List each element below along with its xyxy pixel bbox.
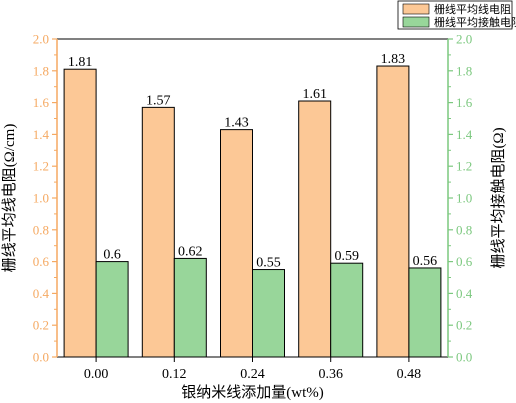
legend-swatch-line-resistance: [402, 3, 430, 15]
left-tick-label-3: 0.6: [33, 254, 50, 269]
right-tick-label-1: 0.2: [456, 318, 472, 333]
right-tick-label-0: 0.0: [456, 350, 472, 365]
data-label-line-resistance-1: 1.57: [146, 93, 171, 108]
right-tick-label-2: 0.4: [456, 286, 473, 301]
right-tick-label-8: 1.6: [456, 95, 473, 110]
data-label-contact-resistance-4: 0.56: [413, 254, 438, 269]
right-axis: 0.0 0.2 0.4 0.6 0.8 1.0 1.2 1.4 1.6 1.8 2.0: [447, 32, 473, 365]
right-tick-label-3: 0.6: [456, 254, 473, 269]
x-tick-label-3: 0.36: [318, 367, 343, 382]
data-label-line-resistance-2: 1.43: [224, 116, 249, 131]
right-tick-label-7: 1.4: [456, 127, 473, 142]
left-tick-label-0: 0.0: [33, 350, 49, 365]
legend: 栅线平均线电阻 栅线平均接触电阻: [397, 0, 516, 30]
data-label-line-resistance-0: 1.81: [68, 55, 93, 70]
data-labels-group: 1.81 0.6 1.57 0.62 1.43 0.55 1.61 0.59 1.83 0.56: [68, 52, 437, 271]
right-tick-label-5: 1.0: [456, 191, 472, 206]
data-label-line-resistance-4: 1.83: [381, 52, 406, 67]
bar-line-resistance-2: [220, 129, 253, 358]
bar-line-resistance-4: [376, 65, 410, 358]
legend-swatch-contact-resistance: [402, 16, 430, 28]
right-tick-label-4: 0.8: [456, 222, 472, 237]
right-tick-label-9: 1.8: [456, 63, 472, 78]
bar-contact-resistance-0: [95, 261, 129, 358]
left-tick-label-2: 0.4: [33, 286, 50, 301]
left-tick-label-5: 1.0: [33, 191, 49, 206]
legend-label-line-resistance: 栅线平均线电阻: [434, 2, 511, 16]
left-tick-label-9: 1.8: [33, 63, 49, 78]
right-axis-title: 栅线平均接触电阻(Ω): [490, 127, 507, 268]
data-label-line-resistance-3: 1.61: [302, 87, 327, 102]
data-label-contact-resistance-3: 0.59: [334, 249, 359, 264]
left-tick-label-8: 1.6: [33, 95, 50, 110]
left-tick-label-10: 2.0: [33, 32, 49, 47]
x-axis: 0.00 0.12 0.24 0.36 0.48: [84, 357, 421, 382]
bar-contact-resistance-1: [173, 257, 207, 358]
bar-contact-resistance-3: [330, 262, 364, 358]
x-tick-label-0: 0.00: [84, 367, 109, 382]
right-tick-label-10: 2.0: [456, 32, 472, 47]
bars-group: [63, 65, 442, 358]
bar-contact-resistance-2: [252, 269, 285, 358]
bar-line-resistance-3: [298, 100, 332, 358]
legend-label-contact-resistance: 栅线平均接触电阻: [434, 15, 516, 29]
data-label-contact-resistance-2: 0.55: [256, 256, 281, 271]
left-tick-label-7: 1.4: [33, 127, 50, 142]
bar-contact-resistance-4: [408, 267, 442, 358]
left-tick-label-1: 0.2: [33, 318, 49, 333]
left-axis: 0.0 0.2 0.4 0.6 0.8 1.0 1.2 1.4 1.6 1.8 2.0: [33, 32, 58, 365]
bar-line-resistance-1: [141, 106, 175, 358]
left-tick-label-4: 0.8: [33, 222, 49, 237]
bar-line-resistance-0: [63, 68, 97, 358]
x-tick-label-4: 0.48: [397, 367, 422, 382]
x-tick-label-1: 0.12: [162, 367, 187, 382]
data-label-contact-resistance-0: 0.6: [103, 248, 121, 263]
right-tick-label-6: 1.2: [456, 159, 472, 174]
left-axis-title: 栅线平均线电阻(Ω/cm): [1, 124, 18, 273]
x-axis-title: 银纳米线添加量(wt%): [181, 384, 324, 401]
x-tick-label-2: 0.24: [240, 367, 265, 382]
data-label-contact-resistance-1: 0.62: [178, 244, 203, 259]
left-tick-label-6: 1.2: [33, 159, 49, 174]
